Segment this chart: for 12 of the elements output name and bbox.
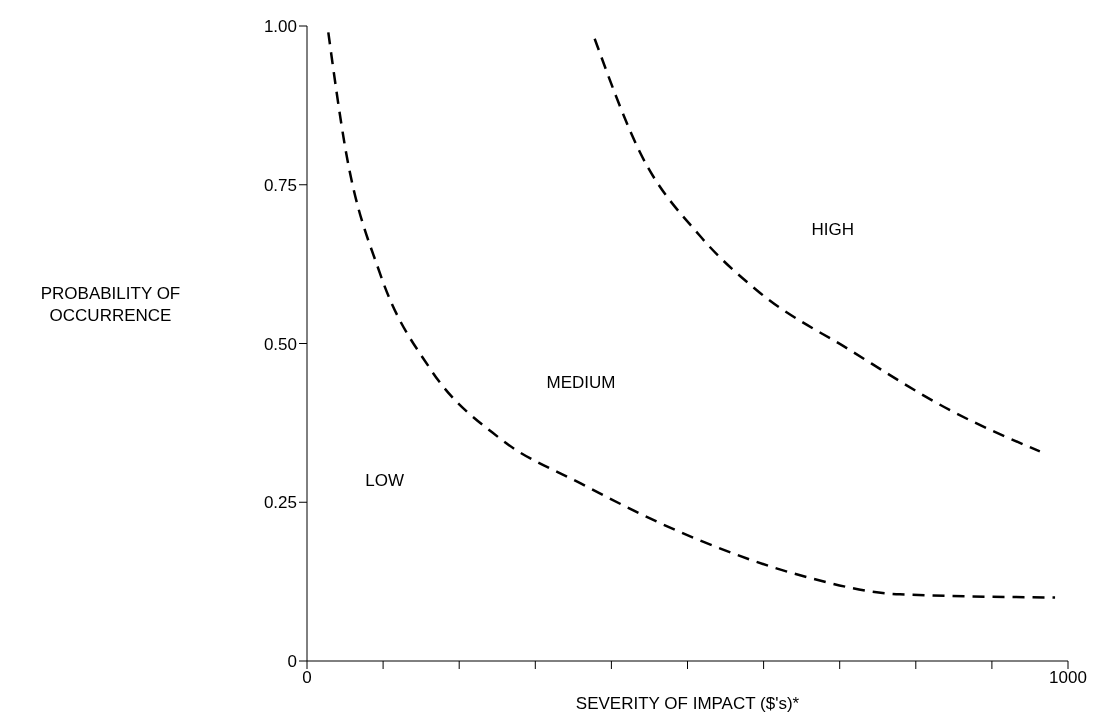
y-tick-label: 1.00 [263,17,297,37]
line-series [327,31,1057,599]
y-tick-label: 0.75 [263,175,297,195]
y-tick-label: 0 [287,652,297,672]
y-tick-label: 0.50 [263,334,297,354]
annotation: HIGH [811,220,855,240]
y-axis-title: PROBABILITY OF OCCURRENCE [39,283,182,327]
y-tick-label: 0.25 [263,493,297,513]
annotation: MEDIUM [546,372,616,392]
annotation: LOW [365,471,404,491]
x-tick-label: 1000 [1049,668,1087,688]
x-axis-title: SEVERITY OF IMPACT ($'s)* [575,694,800,713]
